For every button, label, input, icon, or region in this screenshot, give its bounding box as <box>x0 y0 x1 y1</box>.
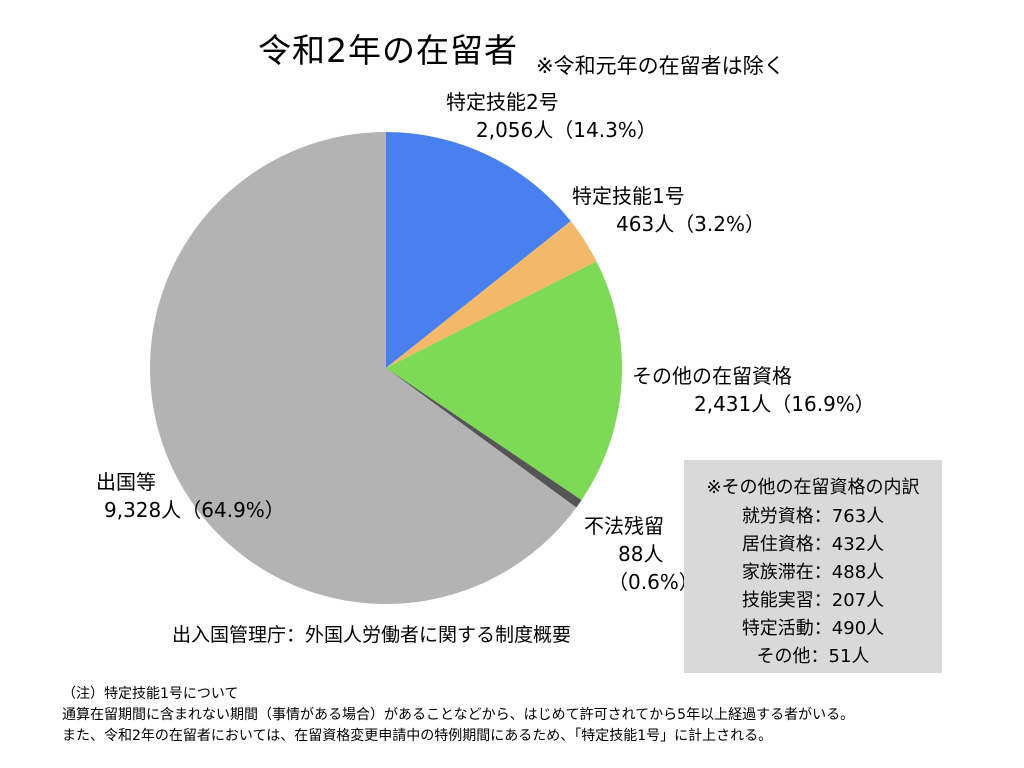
footnote-line: 通算在留期間に含まれない期間（事情がある場合）があることなどから、はじめて許可さ… <box>62 707 855 723</box>
slice-unit: 人 <box>654 212 675 236</box>
breakdown-row: 家族滞在：488人 <box>741 562 885 583</box>
slice-unit: 人 <box>751 392 772 416</box>
pie-slice-illegal-stay <box>386 368 582 508</box>
breakdown-title: ※その他の在留資格の内訳 <box>706 477 920 498</box>
pie-slice-departed <box>149 132 577 604</box>
slice-name: 出国等 <box>96 470 156 494</box>
slice-name: その他の在留資格 <box>632 364 792 388</box>
slice-percent: （16.9%） <box>771 392 875 416</box>
breakdown-row: 特定活動：490人 <box>741 618 885 639</box>
slice-value: 2,056 <box>476 118 534 142</box>
pie-slice-other-status <box>386 261 622 501</box>
breakdown-row: 技能実習：207人 <box>741 590 885 611</box>
breakdown-row: 就労資格：763人 <box>741 506 885 527</box>
slice-name: 特定技能1号 <box>572 184 685 208</box>
breakdown-row: 居住資格：432人 <box>741 534 885 555</box>
pie-slice-tokutei1 <box>386 221 597 368</box>
slice-name: 不法残留 <box>584 514 664 538</box>
slice-label-departed: 出国等 9,328人（64.9%） <box>96 468 285 524</box>
chart-subtitle: ※令和元年の在留者は除く <box>536 54 785 78</box>
footnote-line: また、令和2年の在留者においては、在留資格変更申請中の特例期間にあるため、「特定… <box>62 728 773 744</box>
source-note: 出入国管理庁：外国人労働者に関する制度概要 <box>172 624 572 646</box>
breakdown-row: その他：51人 <box>756 646 870 667</box>
footnote-line: （注）特定技能1号について <box>62 686 239 702</box>
slice-name: 特定技能2号 <box>446 90 559 114</box>
slice-value: 9,328 <box>104 498 162 522</box>
slice-percent: （64.9%） <box>181 498 285 522</box>
slice-unit: 人 <box>533 118 554 142</box>
slice-unit: 人 <box>643 542 664 566</box>
pie-slice-tokutei2 <box>386 132 571 368</box>
slice-label-tokutei1: 特定技能1号 463人（3.2%） <box>572 182 765 238</box>
slice-percent: （3.2%） <box>674 212 765 236</box>
slice-value: 2,431 <box>694 392 752 416</box>
slice-label-illegal-stay: 不法残留 88人 （0.6%） <box>584 512 699 596</box>
slice-value: 463 <box>616 212 655 236</box>
chart-title: 令和2年の在留者 <box>258 31 518 70</box>
breakdown-box: ※その他の在留資格の内訳 就労資格：763人 居住資格：432人 家族滞在：48… <box>684 460 942 673</box>
slice-percent: （14.3%） <box>553 118 657 142</box>
footnotes: （注）特定技能1号について 通算在留期間に含まれない期間（事情がある場合）がある… <box>62 684 854 747</box>
slice-unit: 人 <box>161 498 182 522</box>
slice-label-tokutei2: 特定技能2号 2,056人（14.3%） <box>440 88 660 144</box>
slice-value: 88 <box>618 542 644 566</box>
slice-label-other-status: その他の在留資格 2,431人（16.9%） <box>632 362 875 418</box>
slice-percent: （0.6%） <box>608 570 699 594</box>
